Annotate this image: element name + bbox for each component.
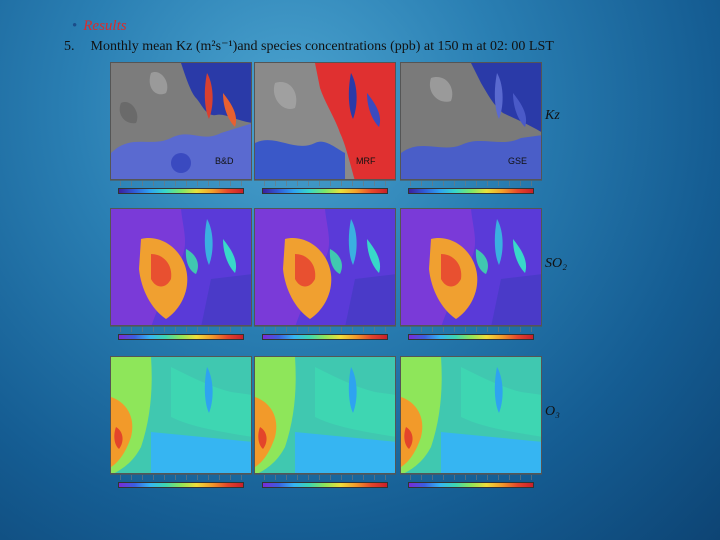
map-image <box>400 62 542 180</box>
map-panel-kz-bd: B&D <box>110 62 252 202</box>
map-image <box>110 208 252 326</box>
bullet-marker: • <box>72 18 78 34</box>
colorbar <box>262 334 388 340</box>
axis-ticks <box>254 180 396 186</box>
map-panel-so2-gse <box>400 208 542 348</box>
map-image <box>254 356 396 474</box>
colorbar <box>118 334 244 340</box>
bullet-text: Results <box>83 18 127 34</box>
map-panel-so2-bd <box>110 208 252 348</box>
colorbar <box>118 482 244 488</box>
axis-ticks <box>254 326 396 332</box>
axis-ticks <box>110 180 252 186</box>
map-image <box>254 208 396 326</box>
map-image <box>400 356 542 474</box>
row-label-o3: O₃ <box>545 404 560 419</box>
map-panel-o3-mrf <box>254 356 396 496</box>
slide-heading: 5. Monthly mean Kz (m²s⁻¹)and species con… <box>64 38 554 55</box>
colorbar <box>118 188 244 194</box>
map-panel-o3-gse <box>400 356 542 496</box>
scheme-label: B&D <box>215 156 234 166</box>
colorbar <box>408 334 534 340</box>
bullet-line: • Results <box>72 18 127 35</box>
row-label-so2: SO₂ <box>545 256 567 271</box>
colorbar <box>408 188 534 194</box>
colorbar <box>262 188 388 194</box>
heading-number: 5. <box>64 39 75 54</box>
map-image <box>400 208 542 326</box>
axis-ticks <box>110 474 252 480</box>
heading-text: Monthly mean Kz (m²s⁻¹)and species conce… <box>90 39 554 54</box>
colorbar <box>408 482 534 488</box>
scheme-label: GSE <box>508 156 528 166</box>
axis-ticks <box>110 326 252 332</box>
map-image <box>110 356 252 474</box>
colorbar <box>262 482 388 488</box>
axis-ticks <box>400 180 542 186</box>
axis-ticks <box>254 474 396 480</box>
map-panel-kz-mrf: MRF <box>254 62 396 202</box>
axis-ticks <box>400 474 542 480</box>
map-image <box>110 62 252 180</box>
axis-ticks <box>400 326 542 332</box>
scheme-label: MRF <box>356 156 376 166</box>
map-panel-o3-bd <box>110 356 252 496</box>
row-label-kz: Kz <box>545 108 560 123</box>
map-image <box>254 62 396 180</box>
map-panel-so2-mrf <box>254 208 396 348</box>
map-panel-kz-gse: GSE <box>400 62 542 202</box>
